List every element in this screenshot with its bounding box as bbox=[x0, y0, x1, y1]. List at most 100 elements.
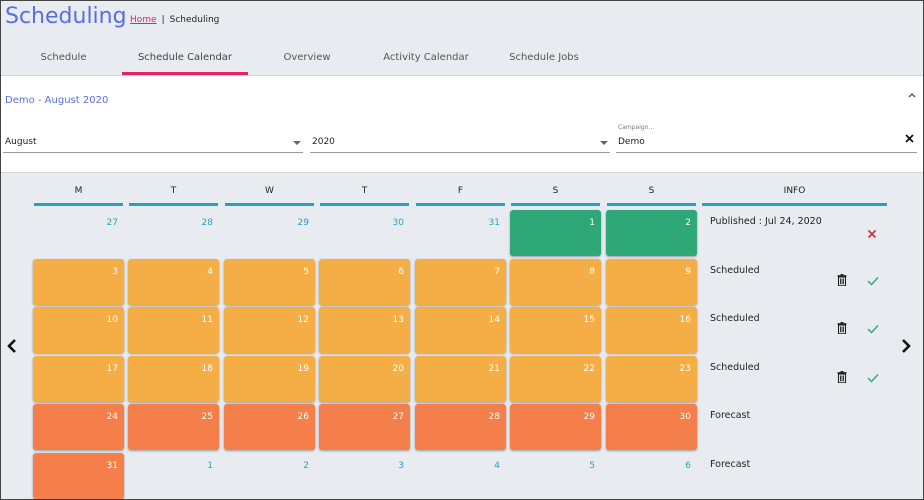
dropdown-arrow-icon bbox=[600, 141, 608, 145]
calendar-day-cell: 30 bbox=[319, 210, 410, 256]
calendar-day-cell[interactable]: 26 bbox=[224, 404, 315, 450]
calendar-day-cell[interactable]: 4 bbox=[128, 259, 219, 305]
day-number: 27 bbox=[106, 218, 118, 228]
day-number: 2 bbox=[685, 218, 691, 228]
calendar-day-cell: 1 bbox=[128, 453, 219, 499]
day-header: S bbox=[607, 186, 696, 206]
calendar-day-cell[interactable]: 24 bbox=[33, 404, 124, 450]
tab-schedule-calendar[interactable]: Schedule Calendar bbox=[122, 41, 248, 75]
calendar-day-cell[interactable]: 13 bbox=[319, 307, 410, 353]
day-number: 7 bbox=[494, 267, 500, 277]
calendar-day-cell[interactable]: 22 bbox=[510, 356, 601, 402]
calendar-day-cell: 6 bbox=[606, 453, 697, 499]
day-number: 8 bbox=[589, 267, 595, 277]
calendar-day-cell[interactable]: 14 bbox=[415, 307, 506, 353]
page-title: Scheduling bbox=[5, 4, 127, 29]
calendar-day-cell[interactable]: 17 bbox=[33, 356, 124, 402]
calendar-day-cell[interactable]: 28 bbox=[415, 404, 506, 450]
day-header: W bbox=[225, 186, 314, 206]
tab-bar: Schedule Schedule Calendar Overview Acti… bbox=[1, 41, 923, 75]
calendar-day-cell[interactable]: 7 bbox=[415, 259, 506, 305]
info-header: INFO bbox=[702, 186, 887, 206]
day-number: 20 bbox=[392, 364, 404, 374]
close-icon[interactable] bbox=[904, 133, 915, 148]
day-number: 1 bbox=[207, 461, 213, 471]
calendar-day-cell[interactable]: 23 bbox=[606, 356, 697, 402]
day-number: 10 bbox=[106, 315, 118, 325]
calendar: M T W T F S S INFO 27 28 29 30 31 1 2 Published : Jul 2… bbox=[1, 174, 923, 500]
day-header: T bbox=[129, 186, 218, 206]
breadcrumb-home-link[interactable]: Home bbox=[130, 15, 157, 25]
calendar-day-cell: 3 bbox=[319, 453, 410, 499]
calendar-day-cell[interactable]: 31 bbox=[33, 453, 124, 499]
calendar-day-cell[interactable]: 29 bbox=[510, 404, 601, 450]
day-number: 22 bbox=[583, 364, 595, 374]
check-icon[interactable] bbox=[867, 271, 879, 290]
calendar-day-cell[interactable]: 21 bbox=[415, 356, 506, 402]
trash-icon[interactable] bbox=[837, 368, 847, 387]
day-number: 1 bbox=[589, 218, 595, 228]
calendar-day-cell[interactable]: 1 bbox=[510, 210, 601, 256]
calendar-day-cell[interactable]: 2 bbox=[606, 210, 697, 256]
header: Scheduling Home | Scheduling Schedule Sche… bbox=[1, 1, 923, 75]
check-icon[interactable] bbox=[867, 368, 879, 387]
calendar-day-cell[interactable]: 5 bbox=[224, 259, 315, 305]
calendar-day-cell[interactable]: 9 bbox=[606, 259, 697, 305]
day-number: 19 bbox=[297, 364, 309, 374]
calendar-day-cell[interactable]: 19 bbox=[224, 356, 315, 402]
day-number: 5 bbox=[589, 461, 595, 471]
calendar-day-cell[interactable]: 3 bbox=[33, 259, 124, 305]
calendar-day-cell[interactable]: 27 bbox=[319, 404, 410, 450]
tab-activity-calendar[interactable]: Activity Calendar bbox=[383, 52, 469, 63]
calendar-day-cell[interactable]: 16 bbox=[606, 307, 697, 353]
year-select[interactable]: 2020 bbox=[310, 133, 610, 153]
campaign-field[interactable]: Demo bbox=[616, 133, 917, 153]
day-number: 28 bbox=[201, 218, 213, 228]
calendar-day-cell[interactable]: 18 bbox=[128, 356, 219, 402]
trash-icon[interactable] bbox=[837, 271, 847, 290]
day-number: 3 bbox=[398, 461, 404, 471]
day-number: 12 bbox=[297, 315, 309, 325]
day-number: 27 bbox=[392, 412, 404, 422]
trash-icon[interactable] bbox=[837, 319, 847, 338]
campaign-field-value: Demo bbox=[618, 137, 645, 147]
week-info-text: Published : Jul 24, 2020 bbox=[710, 216, 822, 227]
day-number: 24 bbox=[106, 412, 118, 422]
calendar-day-cell[interactable]: 6 bbox=[319, 259, 410, 305]
filter-panel: Demo - August 2020 August 2020 Campaign.… bbox=[1, 75, 923, 173]
close-icon[interactable] bbox=[867, 224, 877, 243]
chevron-left-icon[interactable] bbox=[5, 338, 19, 358]
day-number: 28 bbox=[488, 412, 500, 422]
check-icon[interactable] bbox=[867, 319, 879, 338]
tab-overview[interactable]: Overview bbox=[283, 52, 331, 63]
day-number: 17 bbox=[106, 364, 118, 374]
year-select-value: 2020 bbox=[312, 137, 335, 147]
day-number: 14 bbox=[488, 315, 500, 325]
calendar-day-cell[interactable]: 8 bbox=[510, 259, 601, 305]
calendar-day-cell[interactable]: 15 bbox=[510, 307, 601, 353]
calendar-day-cell[interactable]: 25 bbox=[128, 404, 219, 450]
chevron-right-icon[interactable] bbox=[899, 338, 913, 358]
breadcrumb: Home | Scheduling bbox=[130, 15, 219, 25]
calendar-day-cell: 28 bbox=[128, 210, 219, 256]
day-number: 9 bbox=[685, 267, 691, 277]
calendar-day-cell[interactable]: 30 bbox=[606, 404, 697, 450]
week-info-text: Scheduled bbox=[710, 313, 760, 324]
calendar-day-cell[interactable]: 12 bbox=[224, 307, 315, 353]
day-number: 26 bbox=[297, 412, 309, 422]
day-number: 11 bbox=[201, 315, 213, 325]
day-number: 4 bbox=[207, 267, 213, 277]
day-number: 3 bbox=[112, 267, 118, 277]
calendar-day-cell[interactable]: 11 bbox=[128, 307, 219, 353]
week-info-text: Forecast bbox=[710, 459, 751, 470]
chevron-up-icon[interactable] bbox=[907, 90, 917, 103]
day-header: M bbox=[34, 186, 123, 206]
campaign-field-label: Campaign... bbox=[618, 124, 655, 131]
tab-schedule-jobs[interactable]: Schedule Jobs bbox=[509, 52, 579, 63]
month-select[interactable]: August bbox=[3, 133, 303, 153]
calendar-day-cell[interactable]: 10 bbox=[33, 307, 124, 353]
calendar-day-cell[interactable]: 20 bbox=[319, 356, 410, 402]
tab-schedule[interactable]: Schedule bbox=[40, 52, 87, 63]
day-number: 31 bbox=[488, 218, 500, 228]
